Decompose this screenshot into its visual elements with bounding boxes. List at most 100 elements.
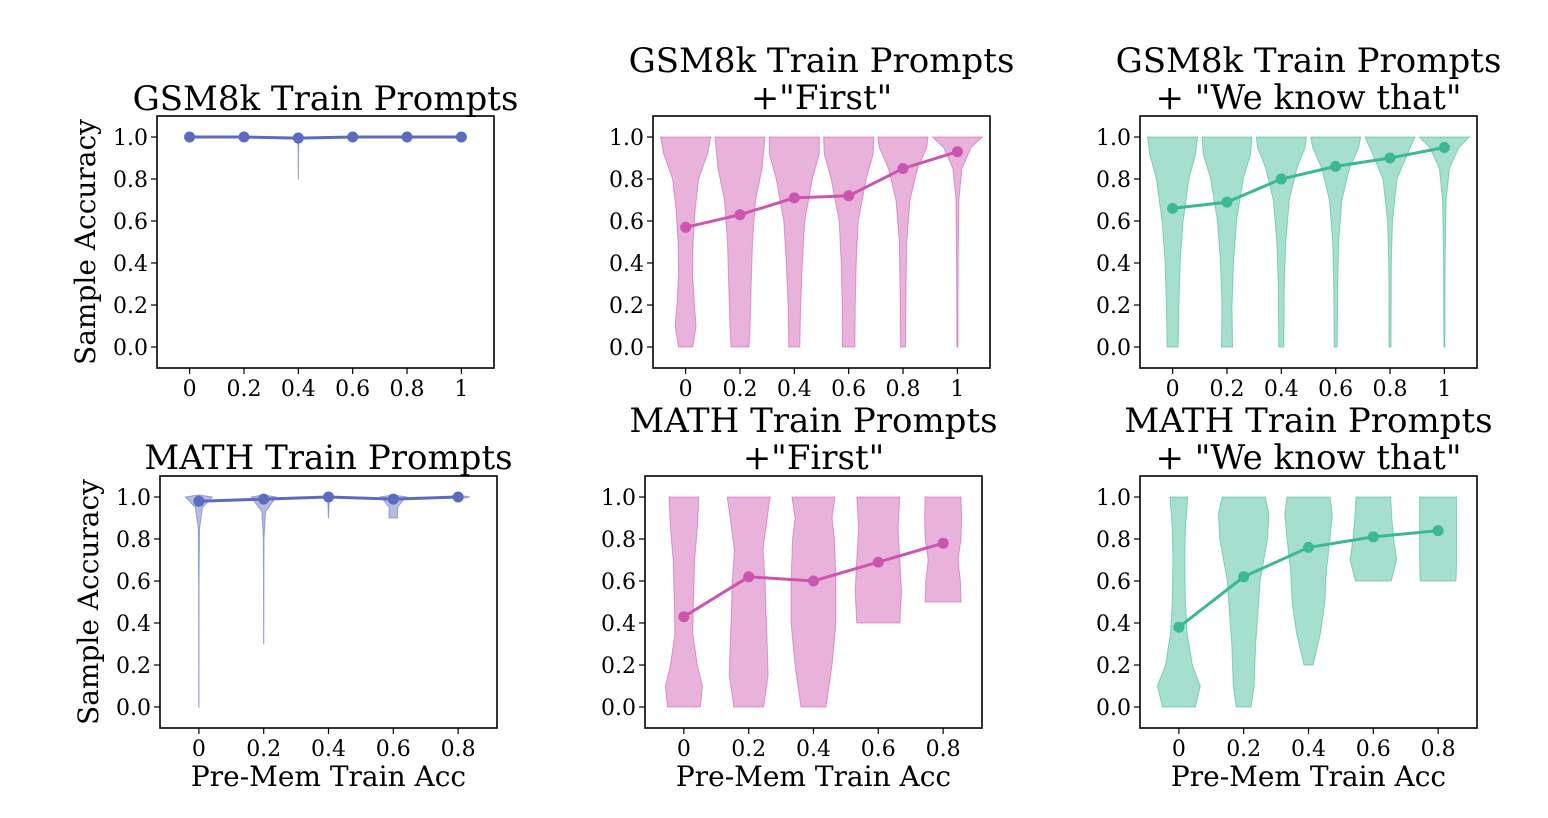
- y-tick-label: 0.0: [116, 696, 151, 721]
- y-tick-label: 0.4: [601, 612, 636, 637]
- mean-point: [734, 209, 746, 221]
- y-tick-label: 0.0: [1096, 336, 1131, 361]
- mean-point: [680, 221, 692, 233]
- axes-frame: [652, 115, 991, 369]
- violin-shape: [1201, 136, 1253, 348]
- violin-shape: [1255, 136, 1307, 348]
- mean-point: [184, 131, 196, 143]
- panel-title: + "We know that": [1155, 78, 1461, 118]
- mean-point: [1384, 152, 1396, 164]
- mean-point: [788, 192, 800, 204]
- y-tick-label: 0.6: [601, 570, 636, 595]
- x-tick-label: 0.2: [1209, 377, 1244, 402]
- mean-point: [1167, 202, 1179, 214]
- mean-point: [193, 495, 205, 507]
- mean-point: [387, 493, 399, 505]
- axes-frame: [1139, 115, 1478, 369]
- mean-point: [897, 163, 909, 174]
- mean-point: [1275, 173, 1287, 185]
- x-tick-label: 0.4: [311, 737, 346, 762]
- y-tick-label: 0.4: [1096, 252, 1131, 277]
- mean-point: [1238, 571, 1250, 583]
- mean-line: [1172, 146, 1445, 210]
- violin-shape: [1147, 136, 1199, 348]
- violin-shape: [1217, 496, 1270, 708]
- mean-point: [808, 575, 819, 587]
- y-tick-label: 1.0: [601, 486, 636, 511]
- mean-point: [872, 556, 884, 568]
- x-tick-label: 0: [1172, 737, 1186, 762]
- x-tick-label: 0.2: [246, 737, 281, 762]
- mean-point: [1221, 196, 1233, 208]
- y-tick-label: 0.8: [116, 528, 151, 553]
- panel-title: GSM8k Train Prompts: [133, 79, 519, 119]
- mean-point: [292, 132, 304, 144]
- panel-title: MATH Train Prompts: [1124, 401, 1492, 441]
- y-tick-label: 0.2: [601, 654, 636, 679]
- y-tick-label: 0.4: [609, 252, 644, 277]
- x-tick-label: 0.8: [1421, 737, 1456, 762]
- x-tick-label: 0.6: [1318, 377, 1353, 402]
- y-tick-label: 1.0: [609, 126, 644, 151]
- y-tick-label: 0.8: [113, 168, 148, 193]
- y-tick-label: 0.2: [113, 294, 148, 319]
- x-tick-label: 1: [1437, 377, 1451, 402]
- x-tick-label: 0.4: [1291, 737, 1326, 762]
- mean-point: [323, 491, 334, 503]
- x-tick-label: 0.6: [831, 377, 866, 402]
- mean-point: [238, 131, 250, 143]
- x-tick-label: 0.2: [1226, 737, 1261, 762]
- y-tick-label: 0.0: [1096, 696, 1131, 721]
- mean-point: [743, 571, 755, 583]
- x-axis-label: Pre-Mem Train Acc: [1171, 760, 1446, 793]
- violin-shape: [726, 496, 771, 708]
- y-tick-label: 0.4: [1096, 612, 1131, 637]
- mean-point: [452, 491, 464, 503]
- mean-point: [1173, 621, 1185, 633]
- x-tick-label: 0.4: [777, 377, 812, 402]
- mean-point: [1432, 525, 1444, 537]
- y-tick-label: 1.0: [113, 126, 148, 151]
- y-tick-label: 0.0: [601, 696, 636, 721]
- mean-point: [951, 146, 963, 158]
- x-tick-label: 0.4: [796, 737, 831, 762]
- x-tick-label: 0: [1166, 377, 1180, 402]
- mean-point: [843, 190, 855, 202]
- violin-shape: [823, 136, 875, 348]
- y-tick-label: 0.4: [113, 252, 148, 277]
- y-tick-label: 0.6: [113, 210, 148, 235]
- y-tick-label: 0.6: [116, 570, 151, 595]
- panel-title: +"First": [751, 78, 893, 118]
- panel-title: + "We know that": [1155, 438, 1461, 478]
- mean-point: [937, 537, 949, 549]
- violin-shape: [1156, 496, 1201, 708]
- violin-shape: [931, 136, 984, 348]
- x-axis-label: Pre-Mem Train Acc: [676, 760, 951, 793]
- y-axis-label: Sample Accuracy: [72, 479, 105, 725]
- panel-title: +"First": [743, 438, 885, 478]
- y-axis-label: Sample Accuracy: [69, 119, 102, 365]
- y-tick-label: 0.6: [609, 210, 644, 235]
- mean-point: [678, 611, 690, 623]
- violin-shape: [378, 494, 408, 519]
- violin-shape: [1284, 496, 1333, 666]
- y-tick-label: 0.0: [609, 336, 644, 361]
- panel-title: GSM8k Train Prompts: [1116, 41, 1502, 81]
- mean-line: [189, 135, 462, 140]
- x-axis-label: Pre-Mem Train Acc: [191, 760, 466, 793]
- y-tick-label: 0.2: [1096, 294, 1131, 319]
- x-tick-label: 0.8: [441, 737, 476, 762]
- x-tick-label: 0.8: [926, 737, 961, 762]
- y-tick-label: 0.0: [113, 336, 148, 361]
- y-tick-label: 1.0: [1096, 126, 1131, 151]
- violin-shape: [877, 136, 929, 348]
- y-tick-label: 0.2: [1096, 654, 1131, 679]
- y-tick-label: 0.8: [1096, 528, 1131, 553]
- mean-point: [455, 131, 467, 143]
- y-tick-label: 0.4: [116, 612, 151, 637]
- x-tick-label: 0: [677, 737, 691, 762]
- violin-shape: [768, 136, 820, 348]
- mean-point: [1303, 541, 1314, 553]
- mean-point: [258, 493, 270, 505]
